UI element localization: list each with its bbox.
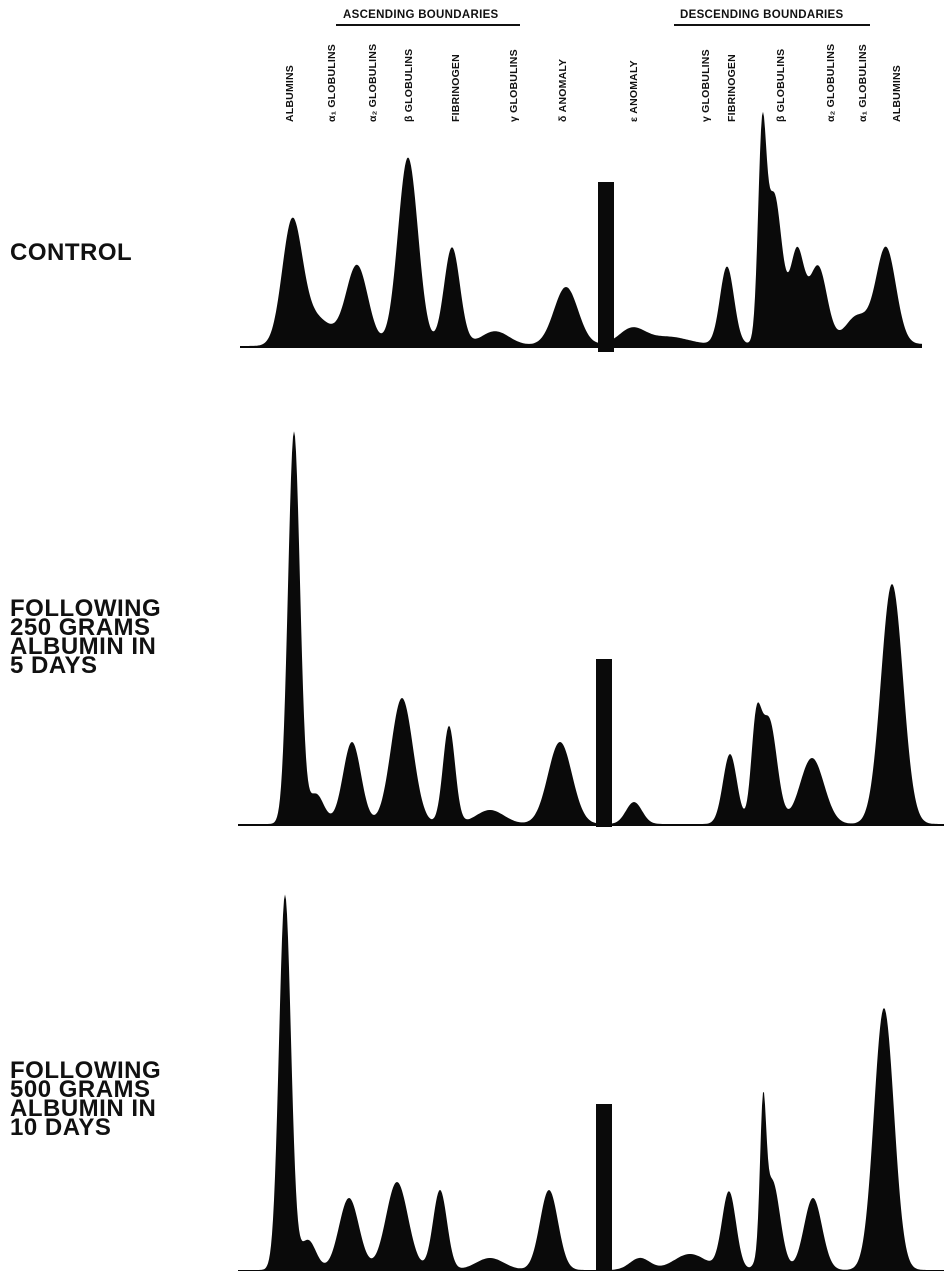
ascending-bracket-line xyxy=(336,24,520,26)
descending-boundaries-title: DESCENDING BOUNDARIES xyxy=(680,9,844,21)
reference-bar-control xyxy=(598,182,614,352)
reference-bar-500g xyxy=(596,1104,612,1270)
row-label-250g-5days: FOLLOWING 250 GRAMS ALBUMIN IN 5 DAYS xyxy=(10,595,162,679)
tracing-control xyxy=(240,111,922,348)
row-label-control: CONTROL xyxy=(10,239,133,266)
tracing-500g xyxy=(238,894,944,1271)
row-label-500g-10days: FOLLOWING 500 GRAMS ALBUMIN IN 10 DAYS xyxy=(10,1057,162,1141)
tracing-250g xyxy=(238,431,944,826)
descending-bracket-line xyxy=(674,24,870,26)
reference-bar-250g xyxy=(596,659,612,827)
ascending-boundaries-title: ASCENDING BOUNDARIES xyxy=(343,9,499,21)
